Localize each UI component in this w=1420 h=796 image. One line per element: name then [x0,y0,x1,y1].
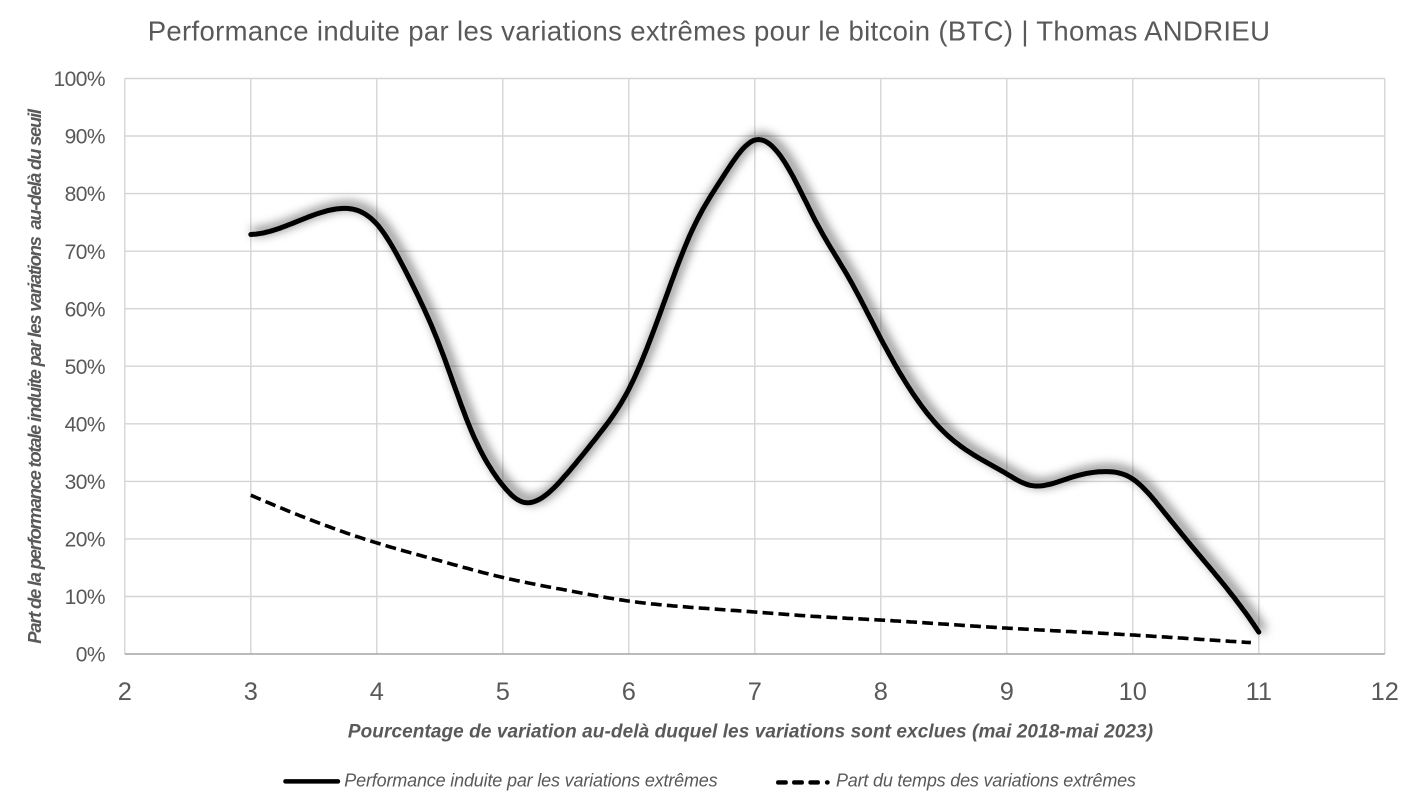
svg-text:4: 4 [370,678,384,706]
svg-text:5: 5 [496,678,510,706]
svg-text:Performance induite par les va: Performance induite par les variations e… [344,770,717,790]
svg-text:9: 9 [1000,678,1014,706]
svg-text:50%: 50% [65,356,105,379]
svg-text:7: 7 [748,678,762,706]
svg-text:0%: 0% [76,644,105,667]
svg-text:90%: 90% [65,126,105,149]
svg-text:8: 8 [874,678,888,706]
svg-text:20%: 20% [65,529,105,552]
svg-text:10: 10 [1119,678,1147,706]
svg-text:80%: 80% [65,183,105,206]
svg-text:100%: 100% [53,68,105,91]
svg-text:2: 2 [118,678,132,706]
svg-text:10%: 10% [65,586,105,609]
svg-text:11: 11 [1246,678,1272,706]
svg-text:Part du temps des variations e: Part du temps des variations extrêmes [836,770,1136,790]
svg-text:Part de la performance totale: Part de la performance totale induite pa… [24,108,45,644]
svg-text:30%: 30% [65,471,105,494]
svg-text:40%: 40% [65,413,105,436]
svg-text:6: 6 [622,678,636,706]
svg-text:12: 12 [1371,678,1399,706]
svg-text:Performance induite par les va: Performance induite par les variations e… [148,16,1271,47]
svg-text:Pourcentage de variation au-de: Pourcentage de variation au-delà duquel … [348,721,1153,742]
svg-text:3: 3 [244,678,258,706]
svg-text:70%: 70% [65,241,105,264]
svg-text:60%: 60% [65,298,105,321]
